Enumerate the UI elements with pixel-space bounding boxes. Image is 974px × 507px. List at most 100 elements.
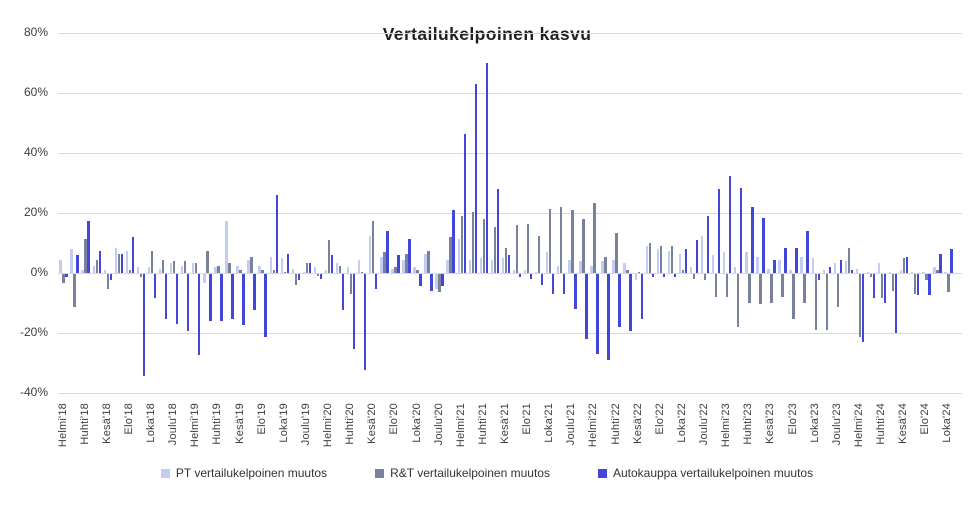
- bar-rt: [405, 253, 408, 273]
- bar-auto: [950, 249, 953, 273]
- bar-rt: [582, 219, 585, 273]
- bar-rt: [726, 274, 729, 297]
- bar-pt: [269, 256, 272, 273]
- bar-pt: [877, 262, 881, 273]
- bar-rt: [703, 274, 707, 280]
- bar-auto: [574, 274, 577, 309]
- bar-auto: [817, 274, 820, 280]
- legend: PT vertailukelpoinen muutos R&T vertailuk…: [0, 466, 974, 480]
- x-axis-label: Loka'21: [543, 403, 556, 443]
- x-axis-label: Kesä'23: [764, 403, 777, 444]
- bar-rt: [903, 258, 906, 273]
- bar-rt: [84, 238, 87, 273]
- bar-rt: [316, 274, 320, 276]
- bar-auto: [430, 274, 433, 291]
- bar-auto: [695, 240, 699, 273]
- bar-auto: [563, 274, 566, 294]
- bar-auto: [352, 274, 356, 349]
- chart-title: Vertailukelpoinen kasvu: [382, 24, 592, 44]
- bar-pt: [181, 265, 184, 273]
- x-axis-label: Elo'21: [521, 403, 534, 435]
- bar-auto: [98, 250, 101, 273]
- x-axis-label: Elo'22: [653, 403, 666, 435]
- bar-pt: [822, 270, 825, 273]
- x-axis-label: Huhti'22: [609, 403, 622, 445]
- bar-rt: [139, 274, 143, 277]
- legend-swatch: [597, 468, 607, 478]
- bar-rt: [438, 274, 441, 292]
- x-axis-label: Kesä'19: [233, 403, 246, 444]
- x-axis-label: Kesä'24: [897, 403, 910, 444]
- bar-auto: [706, 216, 710, 273]
- bar-pt: [369, 235, 372, 273]
- bar-rt: [770, 274, 773, 303]
- bar-rt: [493, 226, 497, 273]
- bar-pt: [402, 259, 405, 273]
- bar-rt: [803, 274, 806, 303]
- bar-auto: [264, 274, 267, 337]
- bar-rt: [914, 274, 917, 294]
- bar-auto: [375, 274, 378, 289]
- bar-pt: [346, 267, 350, 273]
- bar-auto: [751, 207, 754, 273]
- bar-rt: [150, 250, 154, 273]
- x-axis-label: Loka'22: [675, 403, 688, 443]
- x-axis-label: Joulu'19: [299, 403, 312, 446]
- bar-rt: [172, 261, 176, 273]
- bar-auto: [828, 267, 831, 273]
- bar-pt: [866, 271, 870, 273]
- bar-auto: [452, 210, 455, 273]
- bar-auto: [231, 274, 234, 319]
- bar-auto: [187, 274, 190, 331]
- bar-rt: [626, 270, 629, 273]
- bar-rt: [858, 274, 862, 337]
- bar-rt: [327, 240, 331, 273]
- bar-rt: [95, 259, 98, 273]
- bar-pt: [214, 267, 217, 273]
- x-axis-label: Elo'24: [919, 403, 932, 435]
- x-axis-label: Helmi'22: [587, 403, 600, 448]
- bar-auto: [175, 274, 179, 324]
- bar-auto: [109, 274, 112, 280]
- bar-pt: [59, 259, 62, 273]
- bar-auto: [408, 238, 411, 273]
- bar-pt: [313, 267, 317, 273]
- x-axis-label: Helmi'18: [56, 403, 69, 448]
- gridline: [58, 273, 962, 274]
- bar-pt: [800, 256, 803, 273]
- bar-pt: [435, 274, 438, 289]
- bar-auto: [209, 274, 212, 321]
- x-axis-label: Loka'20: [410, 403, 423, 443]
- bar-auto: [164, 274, 168, 319]
- bar-rt: [349, 274, 353, 294]
- bar-pt: [357, 259, 361, 273]
- bar-auto: [65, 274, 68, 277]
- bar-auto: [596, 274, 599, 354]
- bar-auto: [618, 274, 621, 327]
- x-axis-label: Huhti'23: [742, 403, 755, 445]
- bar-auto: [485, 63, 489, 273]
- bar-rt: [814, 274, 817, 330]
- bar-rt: [869, 274, 873, 277]
- y-axis-label: -40%: [19, 385, 48, 399]
- bar-pt: [911, 271, 914, 273]
- bar-pt: [734, 267, 737, 273]
- bar-rt: [891, 274, 895, 291]
- bar-pt: [833, 262, 837, 273]
- bar-pt: [335, 262, 339, 273]
- bar-pt: [678, 253, 682, 273]
- y-axis-label: 20%: [23, 205, 48, 219]
- bar-rt: [792, 274, 795, 319]
- bar-rt: [73, 274, 76, 307]
- bar-rt: [195, 262, 198, 273]
- bar-pt: [468, 259, 471, 273]
- legend-swatch: [375, 468, 385, 478]
- bar-rt: [206, 250, 209, 273]
- bar-rt: [117, 253, 121, 273]
- bar-pt: [413, 267, 416, 273]
- bar-auto: [507, 255, 511, 273]
- bar-auto: [729, 175, 732, 273]
- bar-rt: [836, 274, 840, 307]
- legend-item: R&T vertailukelpoinen muutos: [375, 466, 550, 480]
